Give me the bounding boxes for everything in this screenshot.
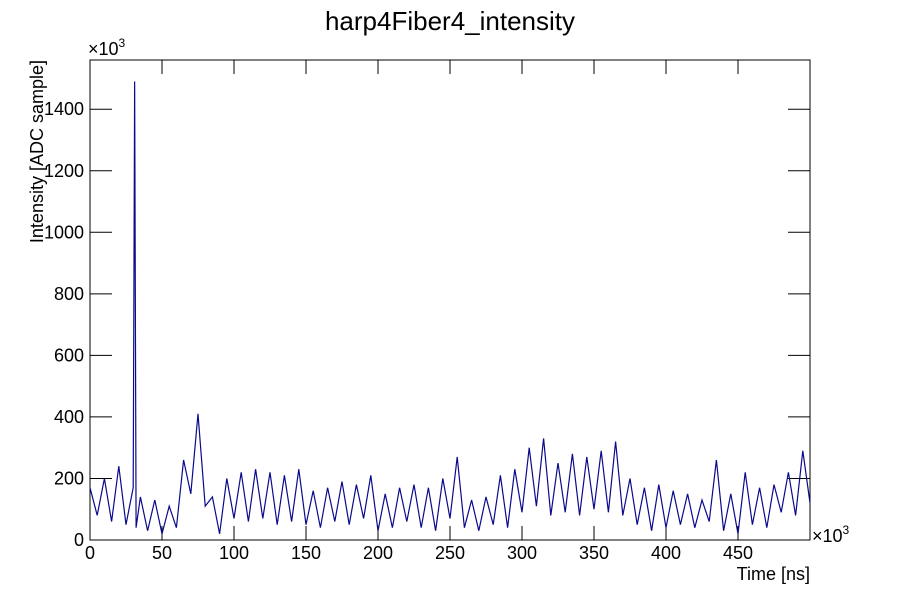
y-exponent-power: 3 [119, 36, 126, 50]
x-tick-label: 250 [435, 543, 465, 563]
data-line [89, 81, 811, 534]
x-exponent-power: 3 [843, 523, 850, 537]
chart-title: harp4Fiber4_intensity [325, 6, 575, 36]
x-tick-label: 350 [579, 543, 609, 563]
y-tick-label: 200 [54, 468, 84, 488]
y-tick-label: 1400 [44, 99, 84, 119]
x-tick-label: 300 [507, 543, 537, 563]
y-tick-label: 600 [54, 345, 84, 365]
x-tick-label: 100 [219, 543, 249, 563]
x-tick-label: 0 [85, 543, 95, 563]
y-tick-label: 400 [54, 407, 84, 427]
x-axis-label: Time [ns] [737, 564, 810, 584]
plot-frame [89, 59, 811, 541]
x-exponent-base: ×10 [812, 526, 843, 546]
y-tick-label: 1200 [44, 161, 84, 181]
y-exponent: ×103 [88, 36, 126, 59]
y-tick-label: 1000 [44, 222, 84, 242]
y-tick-label: 800 [54, 284, 84, 304]
x-tick-label: 50 [152, 543, 172, 563]
x-tick-label: 400 [651, 543, 681, 563]
y-tick-label: 0 [74, 530, 84, 550]
x-tick-label: 200 [363, 543, 393, 563]
x-tick-label: 150 [291, 543, 321, 563]
y-exponent-base: ×10 [88, 39, 119, 59]
x-exponent: ×103 [812, 523, 850, 546]
x-tick-label: 450 [723, 543, 753, 563]
y-axis-label: Intensity [ADC sample] [27, 60, 47, 243]
